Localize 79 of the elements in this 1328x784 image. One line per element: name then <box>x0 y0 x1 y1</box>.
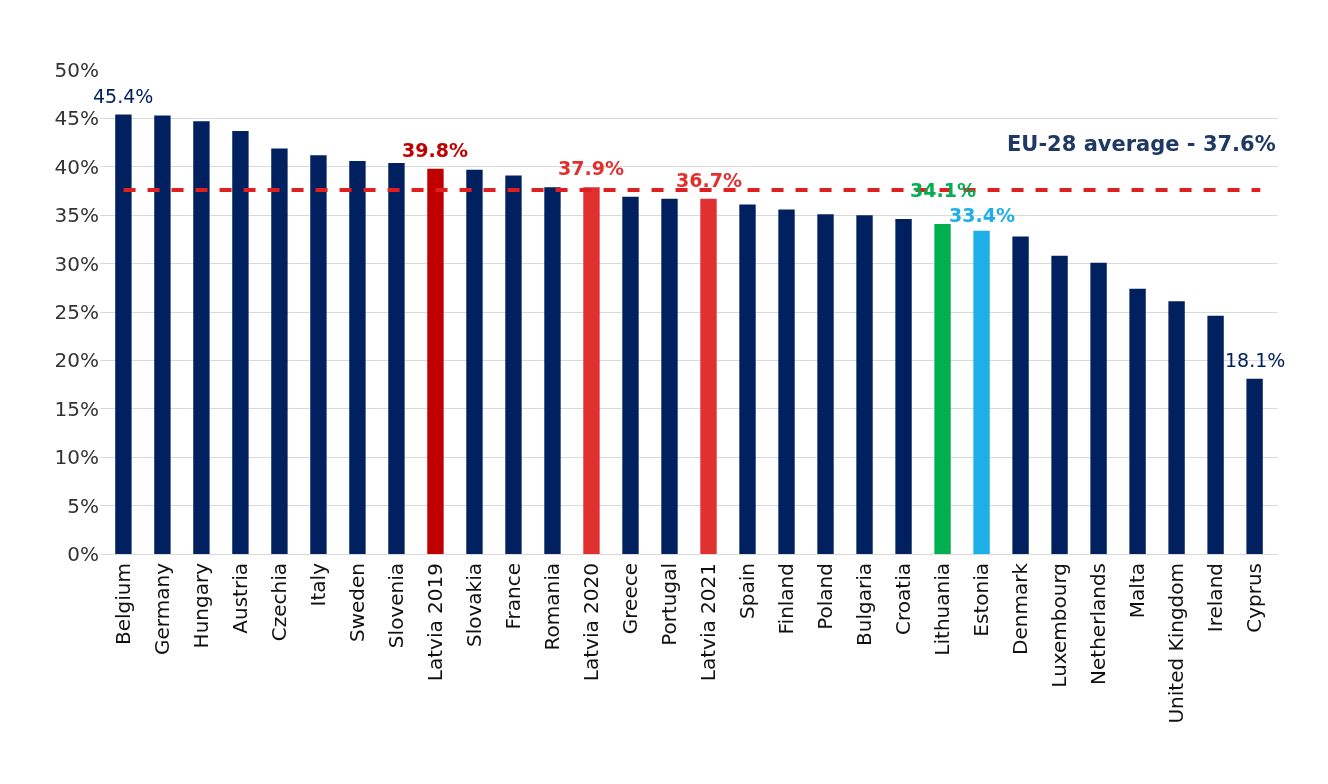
bar <box>232 130 249 554</box>
x-tick-label: Slovenia <box>383 563 408 649</box>
bar <box>388 162 405 554</box>
x-tick-label: Croatia <box>891 563 916 635</box>
bar <box>622 196 639 554</box>
data-label: 37.9% <box>558 157 624 179</box>
bar <box>115 114 132 554</box>
bar <box>856 215 873 554</box>
ref-line-label: EU-28 average - 37.6% <box>1007 132 1276 156</box>
bar <box>1168 301 1185 554</box>
data-label: 39.8% <box>402 139 468 161</box>
x-tick-label: Malta <box>1125 563 1150 619</box>
bar <box>739 204 756 554</box>
y-tick-label: 40% <box>54 154 99 179</box>
bar <box>973 230 990 554</box>
bar <box>583 187 600 554</box>
bar <box>505 175 522 554</box>
bar <box>544 187 561 554</box>
x-tick-label: Bulgaria <box>852 563 877 646</box>
data-label: 33.4% <box>949 204 1015 226</box>
x-tick-label: Lithuania <box>930 563 955 656</box>
bar <box>1012 236 1029 554</box>
y-tick-label: 45% <box>54 106 99 131</box>
x-tick-label: Netherlands <box>1086 563 1111 685</box>
bar <box>349 160 366 554</box>
bar <box>427 168 444 554</box>
bar <box>1090 262 1107 554</box>
data-label: 34.1% <box>910 179 976 201</box>
x-tick-label: Austria <box>227 563 252 634</box>
x-tick-label: Ireland <box>1203 563 1228 633</box>
x-tick-label: Italy <box>305 562 330 607</box>
y-tick-label: 35% <box>54 203 99 228</box>
x-tick-label: Cyprus <box>1242 563 1267 633</box>
y-tick-label: 25% <box>54 300 99 324</box>
bar <box>466 169 483 554</box>
x-tick-label: Latvia 2020 <box>578 563 603 682</box>
bar <box>310 155 327 554</box>
x-tick-label: Greece <box>617 563 642 635</box>
y-tick-label: 15% <box>54 396 99 421</box>
y-tick-label: 50% <box>54 58 99 82</box>
bar <box>271 148 288 554</box>
x-tick-label: Spain <box>735 563 760 619</box>
bar <box>154 115 171 554</box>
x-tick-label: Belgium <box>110 563 135 645</box>
data-label: 45.4% <box>93 85 154 107</box>
x-tick-label: Germany <box>149 562 174 655</box>
x-tick-label: Hungary <box>188 562 213 649</box>
data-label: 18.1% <box>1225 349 1286 371</box>
y-tick-label: 5% <box>67 493 99 518</box>
y-tick-label: 30% <box>54 251 99 276</box>
x-tick-label: France <box>500 563 525 630</box>
x-tick-label: Luxembourg <box>1047 563 1072 688</box>
bar <box>934 223 951 554</box>
bar <box>1246 378 1263 554</box>
bar <box>1051 255 1068 554</box>
bar <box>193 121 210 554</box>
bar <box>778 209 795 554</box>
x-tick-label: Portugal <box>657 563 681 646</box>
x-tick-label: United Kingdom <box>1164 563 1189 724</box>
y-tick-label: 10% <box>54 445 99 470</box>
x-tick-label: Sweden <box>344 563 369 643</box>
x-tick-label: Romania <box>539 563 564 651</box>
bar <box>700 198 717 554</box>
bar <box>661 198 678 554</box>
y-tick-label: 20% <box>54 348 99 373</box>
y-tick-label: 0% <box>67 542 99 566</box>
x-tick-label: Czechia <box>266 563 291 642</box>
x-tick-label: Estonia <box>969 563 994 637</box>
x-tick-label: Slovakia <box>461 563 486 647</box>
bar <box>895 219 912 554</box>
x-tick-label: Latvia 2021 <box>696 563 720 682</box>
x-tick-label: Poland <box>813 563 838 630</box>
x-tick-label: Denmark <box>1008 562 1033 655</box>
bar <box>817 214 834 554</box>
x-tick-label: Finland <box>774 563 799 635</box>
x-tick-label: Latvia 2019 <box>422 563 447 682</box>
bar <box>1207 315 1224 554</box>
bar <box>1129 288 1146 554</box>
data-label: 36.7% <box>676 169 742 191</box>
